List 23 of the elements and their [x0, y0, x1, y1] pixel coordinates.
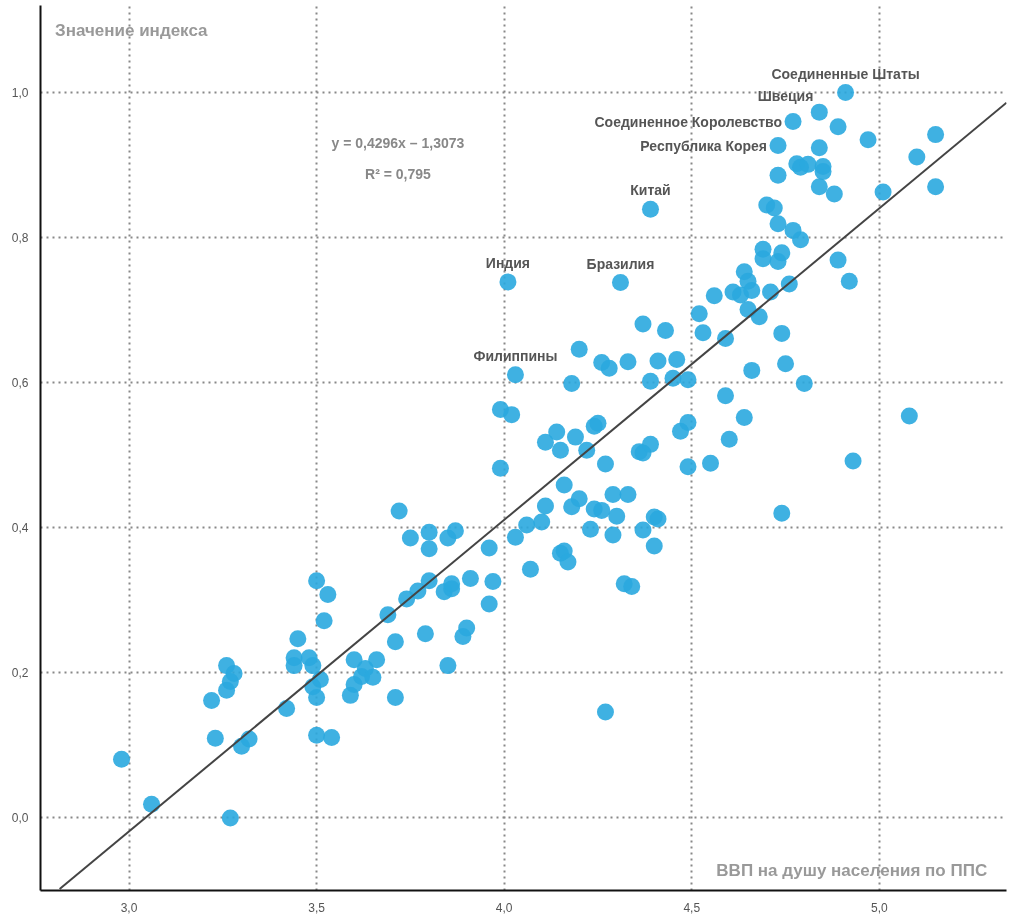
y-tick-label: 0,0: [11, 811, 29, 826]
x-tick-label: 4,0: [495, 900, 513, 915]
annotation: Соединенное Королевство: [594, 113, 783, 130]
y-tick-label: 1,0: [11, 86, 29, 101]
annotation: Бразилия: [586, 255, 655, 272]
annotation: y = 0,4296x – 1,3073: [331, 134, 465, 151]
x-tick-label: 3,0: [120, 900, 138, 915]
x-axis-title: ВВП на душу населения по ППС: [716, 860, 988, 880]
annotation: Швеция: [757, 88, 814, 105]
y-tick-label: 0,8: [11, 231, 29, 246]
annotation: Филиппины: [473, 347, 558, 364]
x-tick-label: 3,5: [308, 900, 326, 915]
y-tick-label: 0,2: [11, 666, 29, 681]
annotation: Соединенные Штаты: [771, 65, 920, 82]
annotation: Индия: [485, 254, 531, 271]
y-tick-label: 0,6: [11, 376, 29, 391]
x-tick-label: 5,0: [870, 900, 888, 915]
x-tick-label: 4,5: [683, 900, 701, 915]
annotation: Республика Корея: [640, 137, 768, 154]
annotation: R² = 0,795: [365, 165, 432, 182]
y-axis-title: Значение индекса: [54, 21, 209, 41]
y-tick-label: 0,4: [11, 521, 29, 536]
annotation: Китай: [630, 182, 671, 199]
